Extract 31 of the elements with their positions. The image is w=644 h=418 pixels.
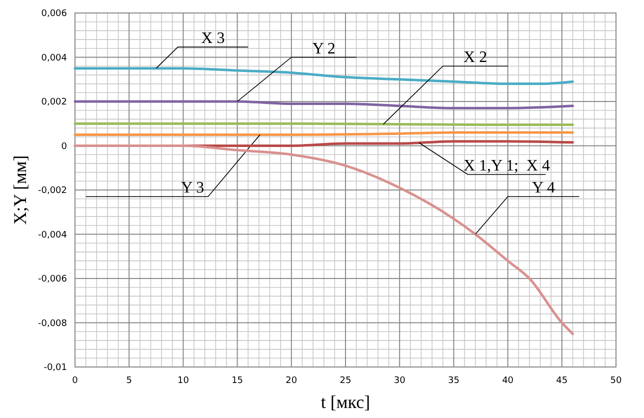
x-tick-label: 30 <box>394 376 406 386</box>
y-tick-label: -0,01 <box>44 363 67 373</box>
line-series <box>74 67 574 86</box>
text: Y 3 <box>181 180 204 197</box>
y-tick-label: 0,004 <box>41 53 68 64</box>
text: Y 2 <box>312 40 336 58</box>
x-tick-label: 5 <box>126 376 132 386</box>
x-tick-label: 25 <box>340 376 352 386</box>
x-axis-title: t [мкс] <box>320 392 370 412</box>
y-tick-label: -0,006 <box>38 274 68 284</box>
x-tick-label: 35 <box>448 376 460 386</box>
text: Y 4 <box>532 180 555 197</box>
x-tick-label: 40 <box>502 376 514 386</box>
x-tick-label: 50 <box>610 376 622 386</box>
x-tick-label: 45 <box>556 376 568 386</box>
y-tick-label: 0,002 <box>41 98 67 108</box>
line-series <box>74 100 574 110</box>
x-tick-label: 0 <box>72 376 78 386</box>
series-label: X 3 <box>201 30 225 48</box>
x-tick-label: 15 <box>232 376 244 386</box>
y-axis-title: X;Y [мм] <box>10 155 30 225</box>
series-label: X 1,Y 1; X 4 <box>463 158 550 175</box>
x-tick-label: 10 <box>177 376 190 386</box>
y-tick-label: 0,006 <box>41 9 68 19</box>
y-tick-label: -0,002 <box>38 186 67 196</box>
y-tick-label: 0 <box>61 142 68 152</box>
line-series <box>74 144 574 336</box>
x-tick-label: 20 <box>286 376 298 386</box>
y-tick-label: -0,008 <box>38 318 68 329</box>
y-tick-label: -0,004 <box>38 230 68 240</box>
text: X 2 <box>464 49 488 66</box>
